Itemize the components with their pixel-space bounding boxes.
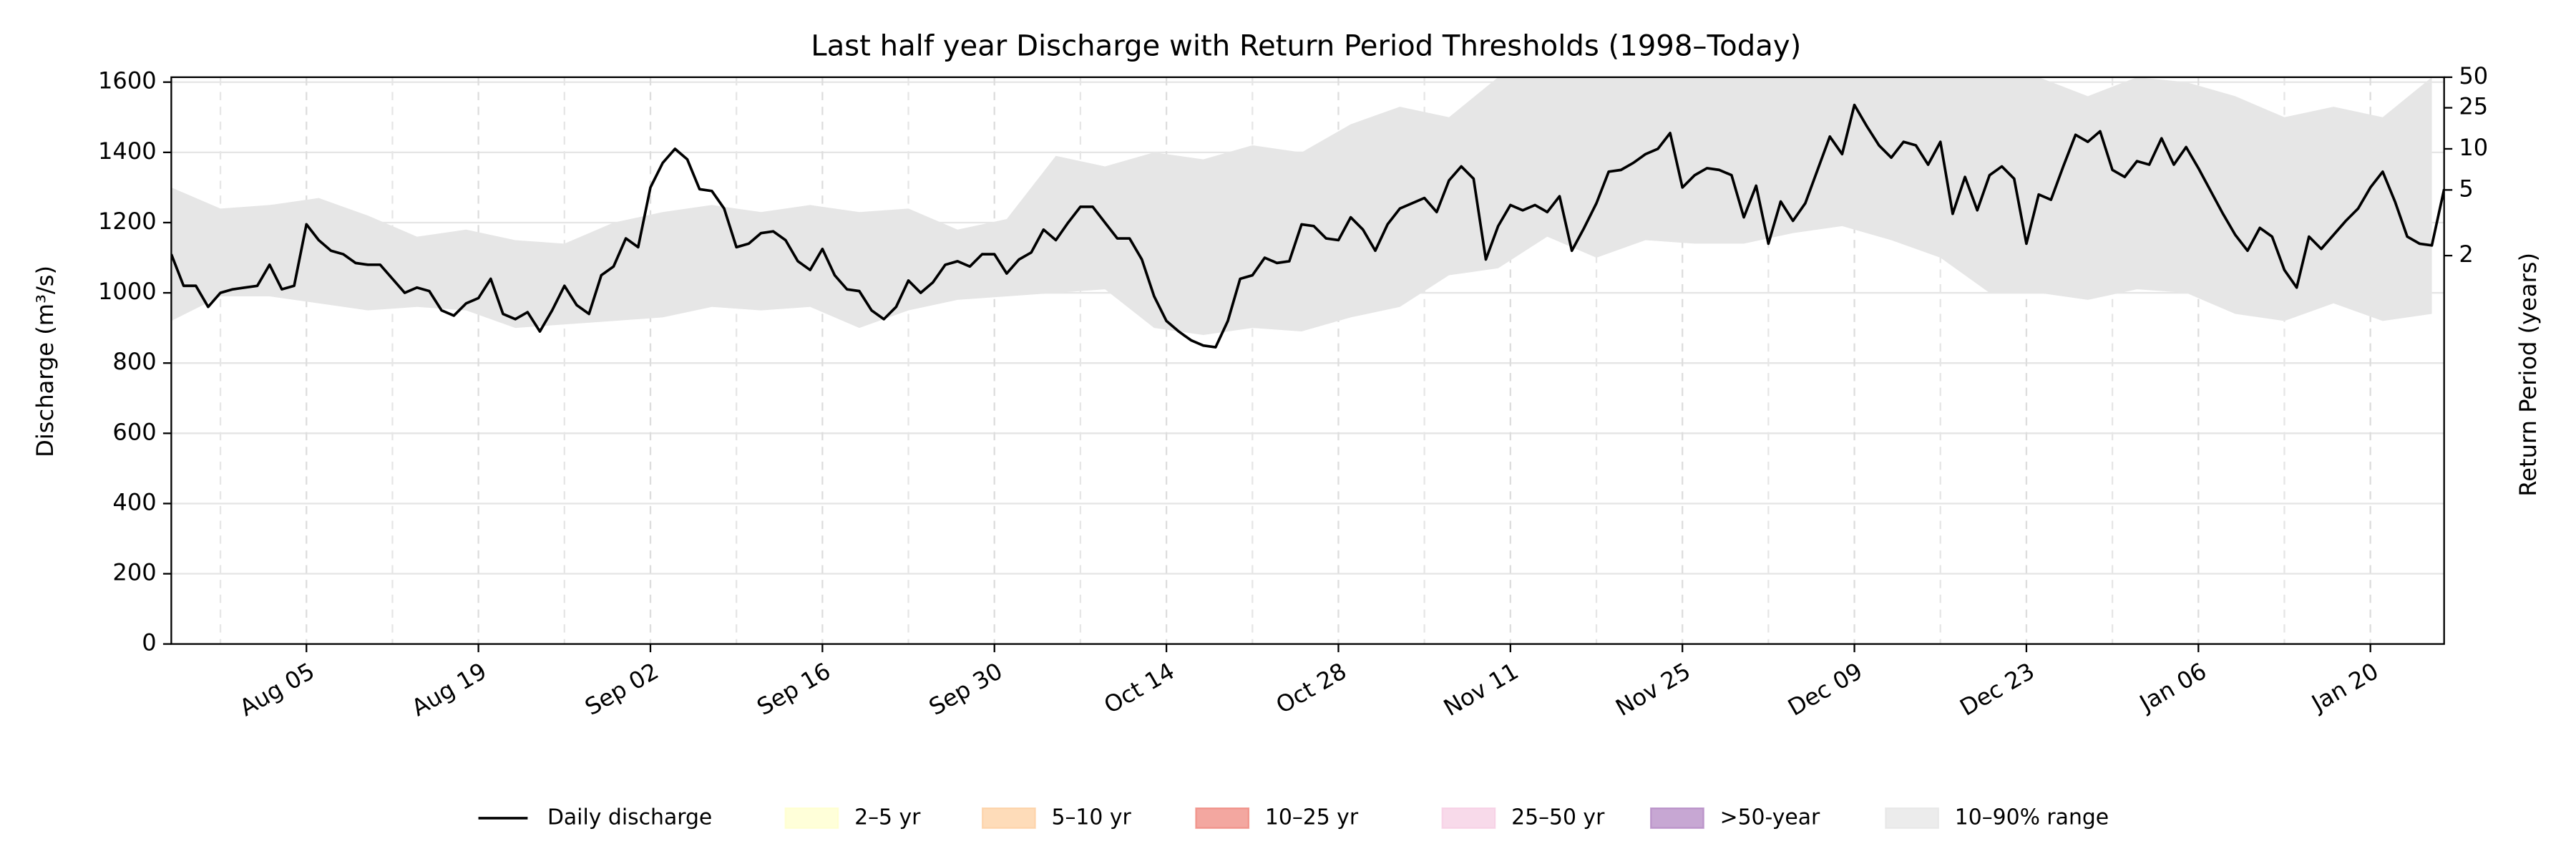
legend-swatch xyxy=(1441,807,1496,829)
range-band xyxy=(171,77,2432,335)
y2-axis-label: Return Period (years) xyxy=(2514,253,2542,497)
y-tick-label: 0 xyxy=(142,629,156,656)
y-axis-label: Discharge (m³/s) xyxy=(31,266,59,457)
legend: Daily discharge 2–5 yr 5–10 yr 10–25 yr 25–5… xyxy=(478,805,2109,830)
x-tick-label: Aug 19 xyxy=(407,657,492,722)
x-tick-label: Sep 30 xyxy=(924,657,1008,721)
legend-label: 10–90% range xyxy=(1955,805,2109,830)
y2-tick-label: 5 xyxy=(2459,175,2473,202)
x-tick-label: Nov 25 xyxy=(1611,657,1695,722)
x-tick-label: Oct 28 xyxy=(1272,657,1351,719)
plot-frame xyxy=(170,76,2445,645)
legend-swatch xyxy=(1650,807,1704,829)
y-tick-label: 1400 xyxy=(98,137,157,165)
x-tick-label: Dec 23 xyxy=(1956,657,2039,722)
y-tick-label: 400 xyxy=(112,488,156,515)
y-tick-label: 1000 xyxy=(98,278,157,305)
x-tick-label: Sep 02 xyxy=(580,657,663,721)
legend-label: 5–10 yr xyxy=(1052,805,1132,830)
legend-label: 10–25 yr xyxy=(1265,805,1359,830)
y-tick-label: 600 xyxy=(112,418,156,445)
y2-tick-label: 25 xyxy=(2459,93,2488,120)
legend-swatch xyxy=(1195,807,1250,829)
x-tick-label: Aug 05 xyxy=(235,657,319,722)
y2-tick-label: 10 xyxy=(2459,134,2488,161)
legend-swatch xyxy=(981,807,1036,829)
legend-swatch xyxy=(784,807,839,829)
y2-tick-label: 2 xyxy=(2459,241,2473,268)
legend-label: >50-year xyxy=(1720,805,1820,830)
discharge-line xyxy=(171,103,2444,349)
y-tick-label: 1200 xyxy=(98,208,157,235)
x-tick-label: Jan 06 xyxy=(2134,657,2211,717)
chart-title: Last half year Discharge with Return Per… xyxy=(811,30,1801,63)
y-tick-label: 1600 xyxy=(98,67,157,94)
x-tick-label: Sep 16 xyxy=(752,657,835,721)
legend-label: Daily discharge xyxy=(547,805,712,830)
y-tick-label: 200 xyxy=(112,559,156,586)
legend-label: 2–5 yr xyxy=(854,805,921,830)
x-tick-label: Dec 09 xyxy=(1783,657,1867,722)
y2-tick-label: 50 xyxy=(2459,62,2488,89)
x-tick-label: Jan 20 xyxy=(2306,657,2383,717)
x-tick-label: Oct 14 xyxy=(1099,657,1179,719)
legend-swatch xyxy=(1885,807,1939,829)
plot-area xyxy=(171,77,2444,349)
x-tick-label: Nov 11 xyxy=(1439,657,1523,722)
legend-label: 25–50 yr xyxy=(1511,805,1605,830)
y-tick-label: 800 xyxy=(112,348,156,375)
